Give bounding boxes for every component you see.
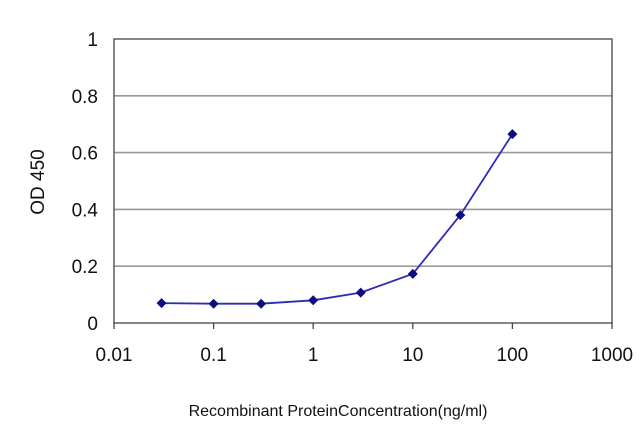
y-tick-label: 0.6 — [72, 144, 98, 165]
x-tick-label: 0.1 — [200, 345, 226, 366]
x-tick-label: 1000 — [591, 345, 633, 366]
gridlines — [114, 95, 612, 268]
y-tick-label: 0.2 — [72, 257, 98, 278]
data-point-marker — [308, 295, 319, 306]
y-axis-tick-labels: 0 0.2 0.4 0.6 0.8 1 — [72, 30, 99, 335]
data-point-marker — [407, 268, 418, 279]
y-tick-label: 0.4 — [72, 200, 99, 221]
y-tick-label: 0 — [87, 314, 98, 335]
data-point-marker — [455, 210, 466, 221]
data-series — [156, 129, 518, 309]
series-line — [161, 133, 514, 305]
y-tick-label: 0.8 — [72, 87, 98, 108]
x-tick-label: 10 — [402, 345, 423, 366]
x-tick-label: 1 — [308, 345, 319, 366]
data-point-marker — [355, 287, 366, 298]
data-point-marker — [156, 298, 167, 309]
x-axis-tick-labels: 0.01 0.1 1 10 100 1000 — [96, 345, 634, 366]
x-tick-label: 100 — [497, 345, 529, 366]
data-point-marker — [208, 298, 219, 309]
y-tick-label: 1 — [87, 30, 98, 51]
x-tick-label: 0.01 — [96, 345, 133, 366]
x-axis-ticks — [113, 323, 613, 329]
data-point-marker — [507, 129, 518, 140]
y-axis-title: OD 450 — [28, 149, 49, 214]
data-point-marker — [256, 298, 267, 309]
plot-area-border — [113, 38, 613, 324]
x-axis-title: Recombinant ProteinConcentration(ng/ml) — [189, 403, 488, 420]
